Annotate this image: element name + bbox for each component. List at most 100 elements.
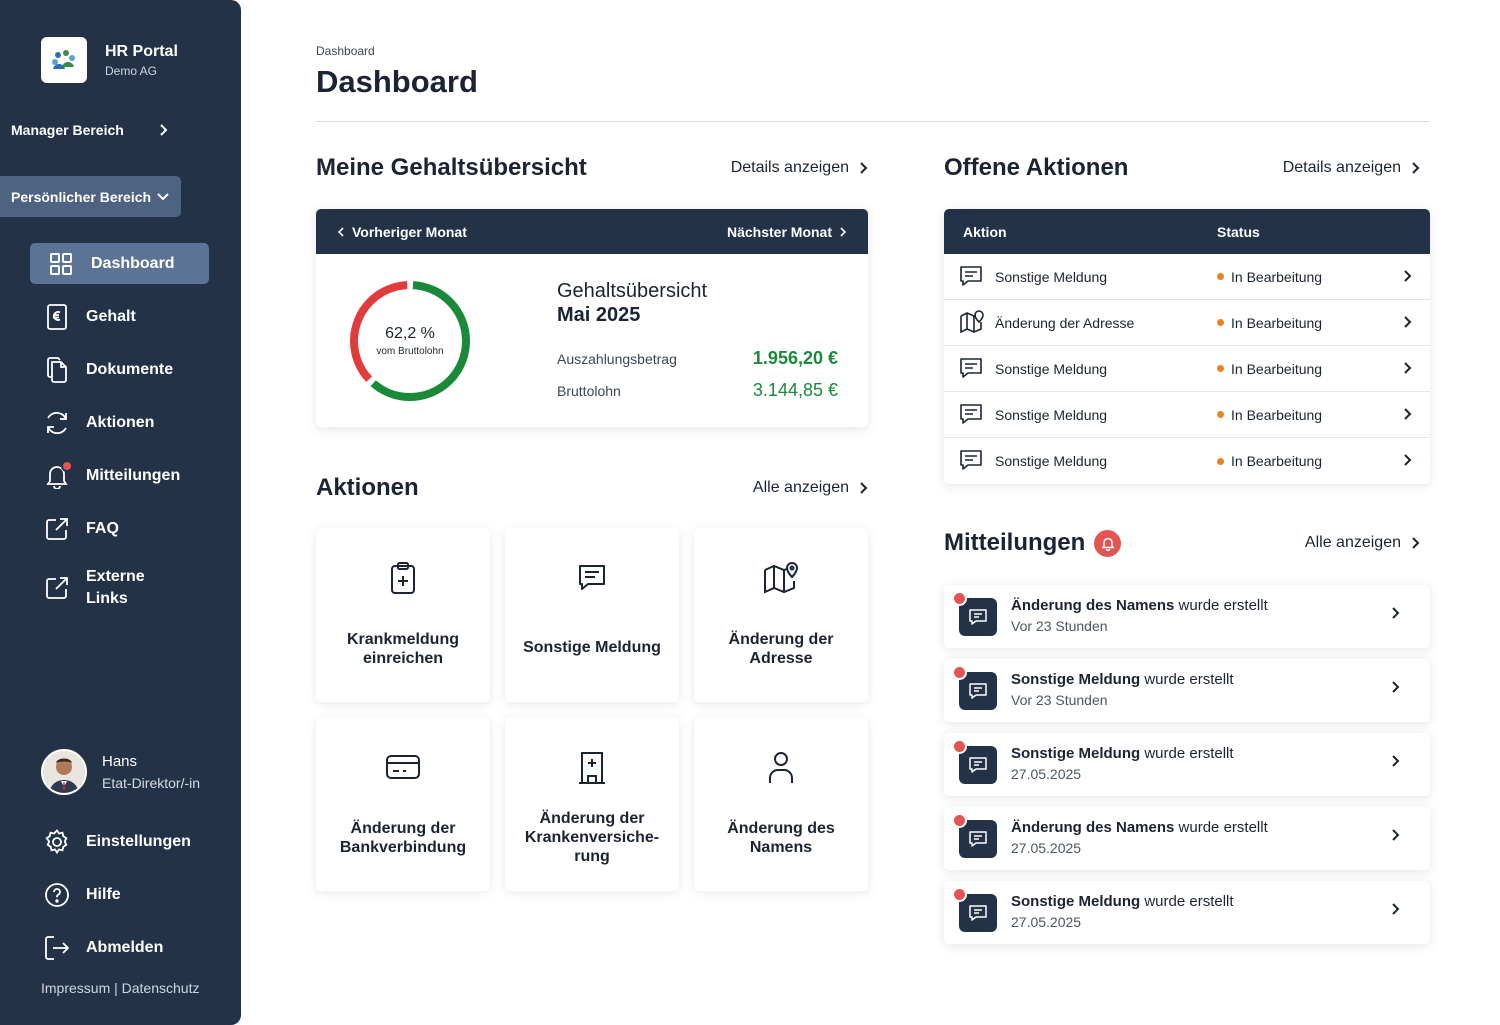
sidebar-item-label: Aktionen <box>86 413 155 431</box>
external-link-icon <box>44 575 70 601</box>
sidebar-item-faq[interactable]: FAQ <box>30 508 209 549</box>
notification-dot <box>61 459 73 472</box>
sidebar-item-gehalt[interactable]: Gehalt <box>30 296 209 337</box>
status-dot <box>1217 319 1224 326</box>
salary-month-nav: Vorheriger Monat Nächster Monat <box>316 209 868 254</box>
previous-month-button[interactable]: Vorheriger Monat <box>336 224 467 240</box>
message-icon <box>959 820 997 858</box>
sidebar-item-aktionen[interactable]: Aktionen <box>30 402 209 443</box>
notification-item[interactable]: Änderung des Namens wurde erstellt 27.05… <box>944 807 1430 870</box>
dashboard-grid-icon <box>48 251 74 277</box>
open-actions-details-link-label: Details anzeigen <box>1282 159 1401 176</box>
page-title: Dashboard <box>316 64 478 99</box>
personal-section-label: Persönlicher Bereich <box>11 188 152 205</box>
donut-rest-segment <box>350 281 470 401</box>
notification-suffix: wurde erstellt <box>1144 893 1234 910</box>
previous-month-label: Vorheriger Monat <box>352 223 467 240</box>
status-dot <box>1217 457 1224 465</box>
table-row[interactable]: Sonstige Meldung In Bearbeitung <box>944 346 1430 392</box>
user-icon <box>767 749 795 785</box>
notification-time: Vor 23 Stunden <box>1011 618 1108 634</box>
sidebar-item-hilfe[interactable]: Hilfe <box>44 874 224 915</box>
notification-item[interactable]: Änderung des Namens wurde erstellt Vor 2… <box>944 585 1430 648</box>
chevron-right-icon <box>1404 270 1412 282</box>
next-month-button[interactable]: Nächster Monat <box>727 224 848 240</box>
manager-section-toggle[interactable]: Manager Bereich <box>0 115 180 145</box>
notification-item[interactable]: Sonstige Meldung wurde erstellt 27.05.20… <box>944 733 1430 796</box>
hospital-icon <box>576 749 608 785</box>
notifications-section-title: Mitteilungen <box>944 529 1122 557</box>
bell-icon <box>1094 529 1122 557</box>
chevron-right-icon <box>1404 454 1412 466</box>
table-header: Aktion Status <box>944 209 1430 254</box>
table-row[interactable]: Änderung der Adresse In Bearbeitung <box>944 300 1430 346</box>
sidebar-item-mitteilungen[interactable]: Mitteilungen <box>30 455 209 496</box>
payout-value: 1.956,20 € <box>752 348 838 368</box>
legal-links[interactable]: Impressum | Datenschutz <box>41 980 200 996</box>
map-pin-icon <box>762 560 800 596</box>
user-profile[interactable]: Hans Etat-Direktor/-in <box>41 749 200 795</box>
open-actions-details-link[interactable]: Details anzeigen <box>1283 159 1420 177</box>
message-icon <box>959 746 997 784</box>
notification-time: 27.05.2025 <box>1011 914 1082 930</box>
message-icon <box>959 894 997 932</box>
salary-details-link[interactable]: Details anzeigen <box>731 159 868 177</box>
sidebar-item-einstellungen[interactable]: Einstellungen <box>44 821 224 862</box>
documents-icon <box>44 356 70 383</box>
action-tile-adresse[interactable]: Änderung der Adresse <box>694 528 868 702</box>
donut-payout-segment <box>350 281 470 401</box>
message-icon <box>959 672 997 710</box>
salary-month: Mai 2025 <box>557 304 641 326</box>
chevron-right-icon <box>1392 755 1400 767</box>
sidebar-item-dashboard[interactable]: Dashboard <box>30 243 209 284</box>
salary-card: Vorheriger Monat Nächster Monat 62,2 % v… <box>316 209 868 427</box>
action-tile-krankmeldung[interactable]: Krankmeldung einreichen <box>316 528 490 702</box>
sidebar-item-label: Abmelden <box>86 938 164 956</box>
notification-title: Änderung des Namens wurde erstellt <box>1011 597 1268 614</box>
chevron-right-icon <box>860 162 868 174</box>
table-row[interactable]: Sonstige Meldung In Bearbeitung <box>944 254 1430 300</box>
bell-icon <box>44 459 73 489</box>
salary-card-title: Gehaltsübersicht <box>557 280 708 302</box>
brand[interactable]: HR Portal Demo AG <box>41 37 178 83</box>
sidebar: HR Portal Demo AG Manager Bereich Persön… <box>0 0 241 1025</box>
salary-section-header: Meine Gehaltsübersicht Details anzeigen <box>316 154 868 182</box>
message-icon <box>959 264 983 293</box>
table-row[interactable]: Sonstige Meldung In Bearbeitung <box>944 392 1430 438</box>
salary-donut-chart <box>350 281 470 401</box>
gear-icon <box>44 828 70 855</box>
chevron-right-icon <box>1412 162 1420 174</box>
notification-title: Sonstige Meldung wurde erstellt <box>1011 671 1234 688</box>
personal-section-toggle[interactable]: Persönlicher Bereich <box>0 176 181 217</box>
status-dot <box>1217 365 1224 372</box>
open-actions-section-header: Offene Aktionen Details anzeigen <box>944 154 1420 182</box>
status-dot <box>1217 273 1224 280</box>
row-status: In Bearbeitung <box>1217 315 1322 331</box>
table-row[interactable]: Sonstige Meldung In Bearbeitung <box>944 438 1430 484</box>
actions-all-link-label: Alle anzeigen <box>752 479 849 496</box>
sidebar-item-dokumente[interactable]: Dokumente <box>30 349 209 390</box>
actions-all-link[interactable]: Alle anzeigen <box>753 479 868 497</box>
chevron-right-icon <box>1404 362 1412 374</box>
action-tile-bankverbindung[interactable]: Änderung der Bankverbindung <box>316 717 490 891</box>
breadcrumb[interactable]: Dashboard <box>316 44 375 58</box>
row-action-name: Sonstige Meldung <box>995 453 1108 469</box>
gross-row: Bruttolohn 3.144,85 € <box>557 380 838 401</box>
unread-dot <box>952 665 967 680</box>
action-tile-sonstige-meldung[interactable]: Sonstige Meldung <box>505 528 679 702</box>
message-icon <box>959 448 983 477</box>
avatar <box>41 749 87 795</box>
sidebar-item-abmelden[interactable]: Abmelden <box>44 927 224 968</box>
notifications-all-link[interactable]: Alle anzeigen <box>1305 534 1420 552</box>
action-tile-krankenversicherung[interactable]: Änderung der Krankenversiche-rung <box>505 717 679 891</box>
notification-item[interactable]: Sonstige Meldung wurde erstellt 27.05.20… <box>944 881 1430 944</box>
sidebar-item-externe-links[interactable]: Externe Links <box>30 561 209 615</box>
row-status-label: In Bearbeitung <box>1231 406 1323 423</box>
notification-subject: Änderung des Namens <box>1011 597 1175 614</box>
chevron-down-icon <box>157 192 169 200</box>
sidebar-item-label: Dokumente <box>86 360 174 378</box>
sidebar-item-label: Gehalt <box>86 307 136 325</box>
action-tile-namensaenderung[interactable]: Änderung des Namens <box>694 717 868 891</box>
chevron-right-icon <box>840 226 847 237</box>
notification-item[interactable]: Sonstige Meldung wurde erstellt Vor 23 S… <box>944 659 1430 722</box>
